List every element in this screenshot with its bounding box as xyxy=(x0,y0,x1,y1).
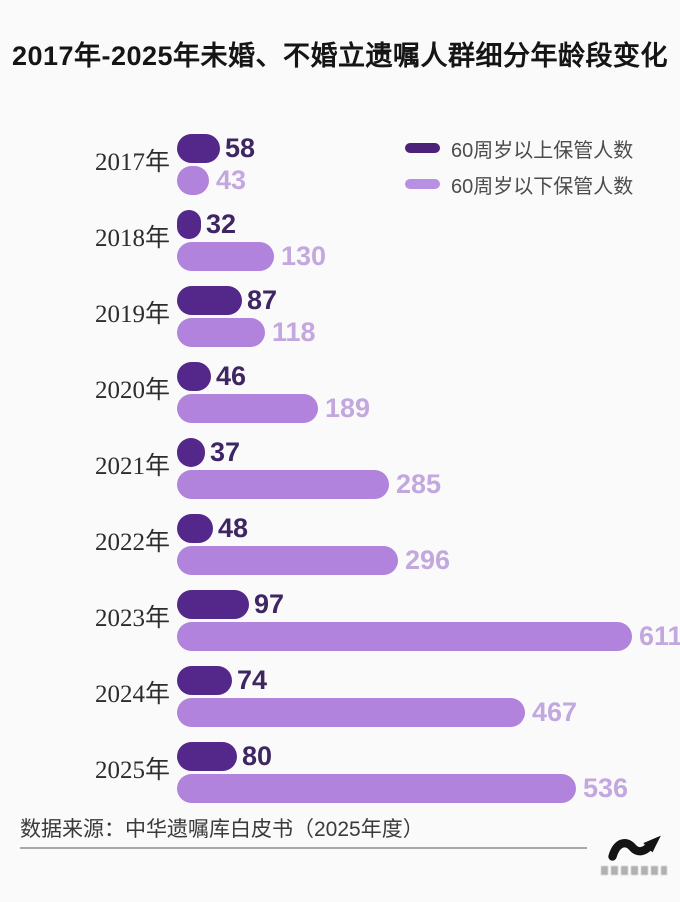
value-under60: 285 xyxy=(396,469,442,499)
bar-under60 xyxy=(177,394,318,423)
year-label: 2020年 xyxy=(94,377,170,404)
year-group: 2024年 74 467 xyxy=(0,666,680,742)
bar-over60 xyxy=(177,590,249,619)
year-label: 2025年 xyxy=(94,757,170,784)
bar-line-over60: 46 xyxy=(177,362,246,391)
bar-over60 xyxy=(177,666,232,695)
legend: 60周岁以上保管人数 60周岁以下保管人数 xyxy=(405,136,633,208)
bar-line-under60: 285 xyxy=(177,470,441,499)
year-group: 2022年 48 296 xyxy=(0,514,680,590)
bar-line-under60: 189 xyxy=(177,394,370,423)
bar-line-over60: 37 xyxy=(177,438,240,467)
wave-logo-icon xyxy=(608,835,661,861)
year-label: 2018年 xyxy=(94,225,170,252)
bar-over60 xyxy=(177,742,237,771)
logo-watermark-text xyxy=(601,866,667,875)
value-under60: 536 xyxy=(583,773,629,803)
bar-under60 xyxy=(177,242,274,271)
bar-line-over60: 48 xyxy=(177,514,248,543)
year-group: 2018年 32 130 xyxy=(0,210,680,286)
year-group: 2019年 87 118 xyxy=(0,286,680,362)
bar-line-over60: 97 xyxy=(177,590,284,619)
year-label: 2022年 xyxy=(94,529,170,556)
year-label: 2019年 xyxy=(94,301,170,328)
bar-under60 xyxy=(177,166,209,195)
bar-under60 xyxy=(177,698,525,727)
bar-under60 xyxy=(177,470,389,499)
value-over60: 48 xyxy=(218,513,249,543)
year-group: 2023年 97 611 xyxy=(0,590,680,666)
value-under60: 467 xyxy=(532,697,578,727)
bar-line-under60: 611 xyxy=(177,622,680,651)
legend-item-over60: 60周岁以上保管人数 xyxy=(405,136,634,162)
year-group: 2017年 58 43 xyxy=(0,134,680,210)
bar-under60 xyxy=(177,774,576,803)
bar-line-over60: 58 xyxy=(177,134,255,163)
value-over60: 97 xyxy=(254,589,285,619)
year-label: 2021年 xyxy=(94,453,170,480)
bar-line-under60: 118 xyxy=(177,318,316,347)
year-label: 2023年 xyxy=(94,605,170,632)
data-source-note: 数据来源：中华遗嘱库白皮书（2025年度） xyxy=(20,818,424,841)
value-over60: 87 xyxy=(247,285,278,315)
bar-line-under60: 130 xyxy=(177,242,326,271)
legend-item-under60: 60周岁以下保管人数 xyxy=(405,172,634,198)
legend-label-under60: 60周岁以下保管人数 xyxy=(451,175,634,198)
value-under60: 130 xyxy=(281,241,327,271)
bar-over60 xyxy=(177,134,220,163)
footer-divider xyxy=(20,847,587,849)
value-over60: 37 xyxy=(210,437,241,467)
bar-over60 xyxy=(177,286,242,315)
bar-under60 xyxy=(177,622,632,651)
value-under60: 118 xyxy=(272,317,316,347)
value-over60: 74 xyxy=(237,665,268,695)
legend-swatch-under60-icon xyxy=(405,179,440,189)
value-under60: 43 xyxy=(216,165,247,195)
bar-under60 xyxy=(177,546,398,575)
value-over60: 46 xyxy=(216,361,247,391)
year-group: 2025年 80 536 xyxy=(0,742,680,818)
bar-line-under60: 43 xyxy=(177,166,246,195)
year-label: 2024年 xyxy=(94,681,170,708)
value-over60: 80 xyxy=(242,741,273,771)
bar-under60 xyxy=(177,318,265,347)
year-group: 2021年 37 285 xyxy=(0,438,680,514)
value-over60: 32 xyxy=(206,209,237,239)
bar-line-over60: 32 xyxy=(177,210,236,239)
bar-over60 xyxy=(177,438,205,467)
bar-line-over60: 80 xyxy=(177,742,272,771)
bar-line-over60: 74 xyxy=(177,666,267,695)
legend-swatch-over60-icon xyxy=(405,143,440,153)
bar-over60 xyxy=(177,362,211,391)
bar-over60 xyxy=(177,514,213,543)
value-over60: 58 xyxy=(225,133,256,163)
year-group: 2020年 46 189 xyxy=(0,362,680,438)
legend-label-over60: 60周岁以上保管人数 xyxy=(451,139,634,162)
bar-over60 xyxy=(177,210,201,239)
chart-title: 2017年-2025年未婚、不婚立遗嘱人群细分年龄段变化 xyxy=(11,41,669,71)
bar-line-under60: 296 xyxy=(177,546,450,575)
bar-line-under60: 467 xyxy=(177,698,577,727)
year-label: 2017年 xyxy=(94,149,170,176)
bar-line-under60: 536 xyxy=(177,774,628,803)
bar-line-over60: 87 xyxy=(177,286,277,315)
value-under60: 189 xyxy=(325,393,371,423)
value-under60: 611 xyxy=(639,621,680,651)
value-under60: 296 xyxy=(405,545,451,575)
